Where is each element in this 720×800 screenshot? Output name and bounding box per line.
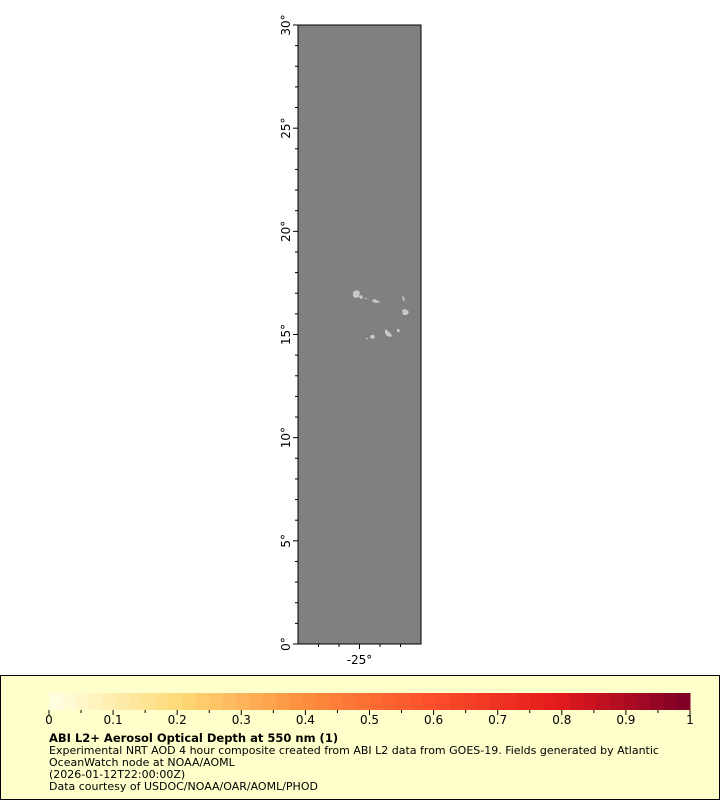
colorbar-step <box>369 693 384 710</box>
colorbar-tick-label: 0.7 <box>488 713 507 726</box>
lon-tick-label: -25° <box>347 653 373 667</box>
colorbar-tick-label: 0.6 <box>424 713 443 726</box>
island-sal <box>402 296 405 302</box>
colorbar-step <box>476 693 491 710</box>
colorbar-tick-label: 0.5 <box>360 713 379 726</box>
colorbar-step <box>195 693 210 710</box>
island-sao-nicolau <box>372 299 381 303</box>
colorbar-step <box>249 693 264 710</box>
lat-tick-label: 5° <box>279 534 293 548</box>
colorbar-step <box>543 693 557 710</box>
colorbar-step <box>382 693 397 710</box>
axes: 0° 5° 10° 15° 20° 25° 30° -25° <box>279 14 401 667</box>
colorbar-step <box>329 693 344 710</box>
colorbar-step <box>649 693 664 710</box>
lat-tick-label: 15° <box>279 324 293 345</box>
colorbar: 0 0.1 0.2 0.3 0.4 0.5 0.6 0.7 0.8 0.9 1 <box>45 693 694 726</box>
legend-line-4: Data courtesy of USDOC/NOAA/OAR/AOML/PHO… <box>49 780 318 793</box>
data-area <box>298 25 421 644</box>
colorbar-step <box>462 693 477 710</box>
colorbar-tick-label: 0.1 <box>104 713 123 726</box>
island-santo-antao <box>353 290 360 298</box>
colorbar-step <box>289 693 304 710</box>
colorbar-step <box>262 693 277 710</box>
colorbar-step <box>396 693 411 710</box>
colorbar-tick-label: 0.9 <box>616 713 635 726</box>
island-santa-luzia <box>365 298 367 299</box>
colorbar-step <box>583 693 598 710</box>
colorbar-step <box>316 693 330 710</box>
colorbar-steps <box>49 693 691 710</box>
colorbar-tick-label: 0 <box>45 713 53 726</box>
colorbar-step <box>609 693 624 710</box>
colorbar-step <box>75 693 90 710</box>
colorbar-step <box>209 693 224 710</box>
colorbar-step <box>222 693 237 710</box>
island-maio <box>397 329 400 332</box>
colorbar-step <box>302 693 317 710</box>
colorbar-tick-label: 0.4 <box>296 713 315 726</box>
colorbar-step <box>155 693 170 710</box>
colorbar-step <box>529 693 544 710</box>
lat-tick-label: 20° <box>279 221 293 242</box>
island-fogo <box>370 335 375 339</box>
lat-tick-label: 25° <box>279 118 293 139</box>
colorbar-step <box>556 693 571 710</box>
colorbar-step <box>449 693 464 710</box>
colorbar-tick-label: 0.3 <box>232 713 251 726</box>
colorbar-step <box>569 693 584 710</box>
cape-verde-islands <box>353 290 409 339</box>
colorbar-step <box>422 693 437 710</box>
colorbar-step <box>516 693 531 710</box>
colorbar-step <box>436 693 451 710</box>
legend-line-2: OceanWatch node at NOAA/AOML <box>49 756 235 769</box>
colorbar-step <box>623 693 638 710</box>
island-brava <box>366 338 368 339</box>
colorbar-step <box>182 693 197 710</box>
lat-tick-label: 10° <box>279 427 293 448</box>
colorbar-tick-label: 0.2 <box>168 713 187 726</box>
colorbar-step <box>356 693 370 710</box>
island-boa-vista <box>402 309 409 315</box>
colorbar-step <box>89 693 103 710</box>
colorbar-step <box>276 693 290 710</box>
colorbar-step <box>62 693 77 710</box>
colorbar-step <box>596 693 611 710</box>
colorbar-step <box>676 693 691 710</box>
colorbar-step <box>115 693 130 710</box>
colorbar-step <box>235 693 250 710</box>
colorbar-step <box>489 693 504 710</box>
island-sao-vicente <box>359 295 363 299</box>
map-plot: 0° 5° 10° 15° 20° 25° 30° -25° <box>279 14 422 667</box>
colorbar-tick-label: 1 <box>686 713 694 726</box>
legend-panel: 0 0.1 0.2 0.3 0.4 0.5 0.6 0.7 0.8 0.9 1 ABI L2+ Ae… <box>0 675 720 800</box>
colorbar-tick-label: 0.8 <box>552 713 571 726</box>
colorbar-step <box>636 693 651 710</box>
colorbar-step <box>49 693 63 710</box>
colorbar-ticks: 0 0.1 0.2 0.3 0.4 0.5 0.6 0.7 0.8 0.9 1 <box>45 710 694 726</box>
colorbar-step <box>409 693 424 710</box>
legend-line-3: (2026-01-12T22:00:00Z) <box>49 768 186 781</box>
colorbar-step <box>129 693 143 710</box>
colorbar-step <box>169 693 184 710</box>
island-santiago <box>385 329 392 337</box>
colorbar-step <box>503 693 517 710</box>
colorbar-step <box>102 693 117 710</box>
colorbar-step <box>663 693 678 710</box>
colorbar-step <box>342 693 357 710</box>
lat-tick-label: 0° <box>279 637 293 651</box>
colorbar-step <box>142 693 157 710</box>
lat-tick-label: 30° <box>279 14 293 35</box>
legend-title: ABI L2+ Aerosol Optical Depth at 550 nm … <box>49 731 339 745</box>
legend-line-1: Experimental NRT AOD 4 hour composite cr… <box>49 744 659 757</box>
